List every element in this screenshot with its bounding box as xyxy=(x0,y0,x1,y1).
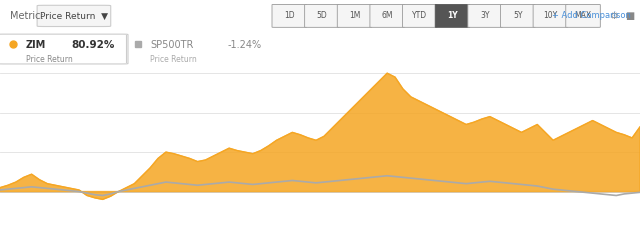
FancyBboxPatch shape xyxy=(566,6,600,28)
Text: Price Return  ▼: Price Return ▼ xyxy=(40,11,108,20)
FancyBboxPatch shape xyxy=(403,6,437,28)
Text: + Add Comparison: + Add Comparison xyxy=(552,11,630,20)
Text: 80.92%: 80.92% xyxy=(72,40,115,49)
Text: -1.24%: -1.24% xyxy=(227,40,261,49)
Text: Price Return: Price Return xyxy=(150,55,197,64)
Text: ZIM: ZIM xyxy=(26,40,46,49)
Text: ⚙: ⚙ xyxy=(609,11,618,21)
Text: 6M: 6M xyxy=(381,11,393,20)
Text: 10Y: 10Y xyxy=(543,11,557,20)
Text: 1Y: 1Y xyxy=(447,11,458,20)
Text: 5D: 5D xyxy=(317,11,327,20)
Text: MAX: MAX xyxy=(575,11,591,20)
Text: SP500TR: SP500TR xyxy=(150,40,194,49)
FancyBboxPatch shape xyxy=(435,6,470,28)
FancyBboxPatch shape xyxy=(337,6,372,28)
Text: YTD: YTD xyxy=(412,11,428,20)
FancyBboxPatch shape xyxy=(305,6,339,28)
Text: Price Return: Price Return xyxy=(26,55,72,64)
Text: ■: ■ xyxy=(625,11,634,21)
FancyBboxPatch shape xyxy=(37,6,111,27)
Text: 1D: 1D xyxy=(284,11,294,20)
Text: 5Y: 5Y xyxy=(513,11,522,20)
FancyBboxPatch shape xyxy=(272,6,307,28)
FancyBboxPatch shape xyxy=(533,6,568,28)
FancyBboxPatch shape xyxy=(468,6,502,28)
Text: Metric:: Metric: xyxy=(10,11,44,21)
Text: 1M: 1M xyxy=(349,11,360,20)
FancyBboxPatch shape xyxy=(370,6,404,28)
Text: 3Y: 3Y xyxy=(481,11,490,20)
FancyBboxPatch shape xyxy=(0,35,128,65)
FancyBboxPatch shape xyxy=(500,6,535,28)
